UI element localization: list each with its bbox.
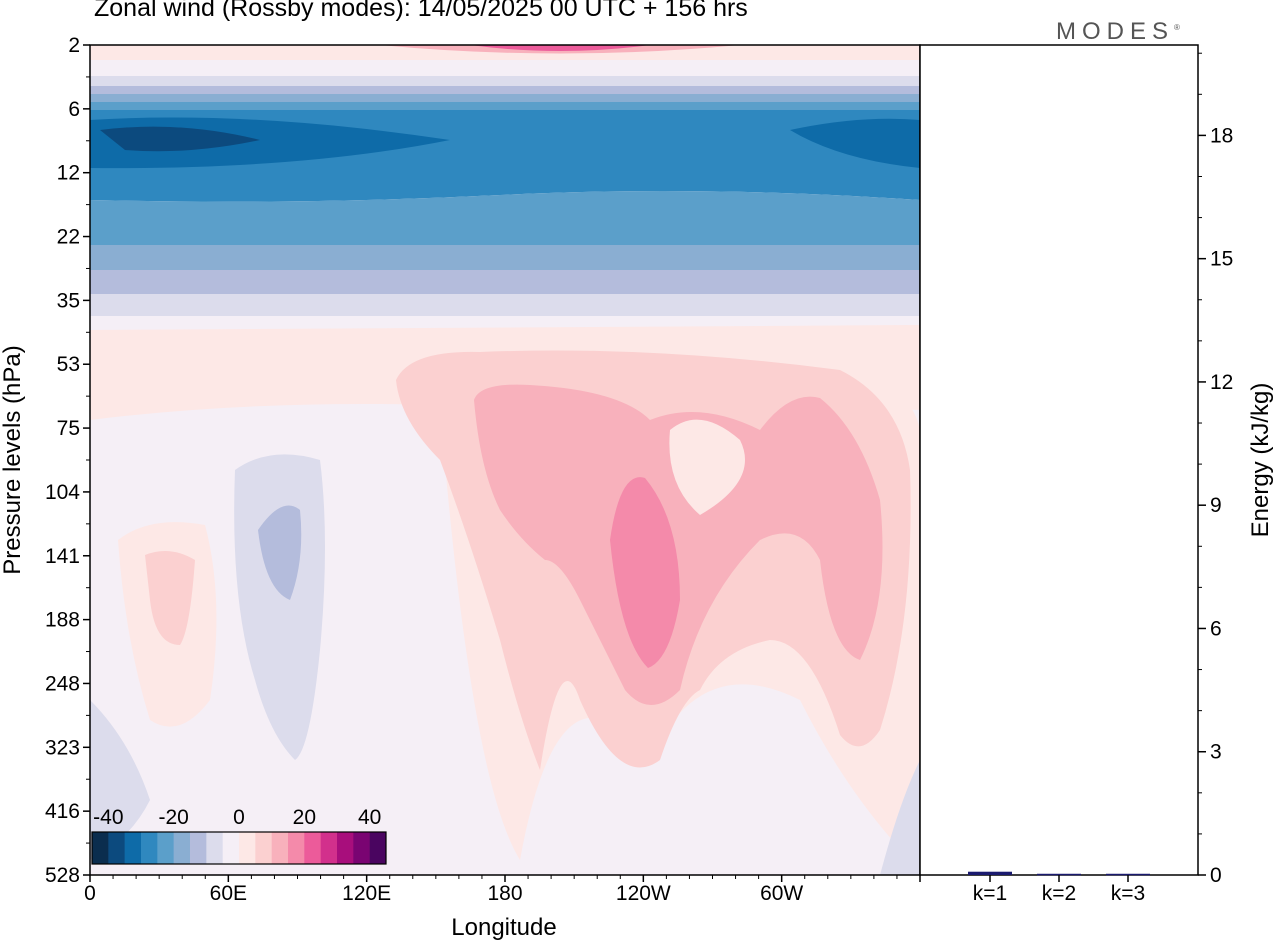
pressure-axis: 2 6 12 22 35 53 75 104 141 188 248 323 416 528 xyxy=(45,34,90,887)
energy-bar xyxy=(968,871,1012,875)
energy-bar xyxy=(1106,873,1150,876)
colorbar-tick-label: -40 xyxy=(93,806,123,829)
y-tick-label: 75 xyxy=(57,417,80,440)
x-tick-label: 60E xyxy=(210,882,247,905)
longitude-axis: 0 60E 120E 180 120W 60W xyxy=(84,875,921,905)
x-tick-label: 120W xyxy=(616,882,671,905)
colorbar-swatch xyxy=(320,832,338,864)
colorbar-swatch xyxy=(92,832,109,864)
colorbar-swatch xyxy=(255,832,272,864)
colorbar-tick-label: 20 xyxy=(293,806,316,829)
y-tick-label: 141 xyxy=(45,545,80,568)
x-tick-label: 60W xyxy=(760,882,803,905)
y-tick-label: 528 xyxy=(45,864,80,887)
weak-easterly-band-1 xyxy=(90,76,920,86)
easterly-band-2 xyxy=(90,102,920,110)
energy-tick-label: 9 xyxy=(1210,494,1222,517)
y-tick-label: 188 xyxy=(45,609,80,632)
colorbar-tick-label: 0 xyxy=(233,806,245,829)
y-tick-label: 323 xyxy=(45,736,80,759)
colorbar-frame xyxy=(91,831,387,865)
y-tick-label: 6 xyxy=(68,98,80,121)
energy-tick-label: 0 xyxy=(1210,864,1222,887)
x-tick-label: 180 xyxy=(487,882,522,905)
weak-easterly-band-3 xyxy=(90,270,920,294)
brand-text: MODES xyxy=(1056,18,1175,45)
brand-logo: MODES® xyxy=(1056,18,1180,46)
colorbar-tick-label: -20 xyxy=(158,806,188,829)
energy-tick-label: 6 xyxy=(1210,617,1222,640)
colorbar-swatch xyxy=(124,832,142,864)
energy-tick-label: 12 xyxy=(1210,371,1233,394)
westerly-pocket-core xyxy=(145,551,195,645)
colorbar-swatch xyxy=(271,832,289,864)
colorbar-swatch xyxy=(173,832,191,864)
colorbar-swatch xyxy=(288,832,305,864)
y-tick-label: 248 xyxy=(45,672,80,695)
colorbar-swatch xyxy=(222,832,240,864)
neutral-band-top xyxy=(90,64,920,76)
energy-panel-frame xyxy=(919,44,1199,876)
energy-axis-label: Energy (kJ/kg) xyxy=(1247,383,1274,538)
chart-title: Zonal wind (Rossby modes): 14/05/2025 00… xyxy=(94,0,748,22)
colorbar-swatch xyxy=(239,832,256,864)
energy-bar xyxy=(1037,873,1081,876)
energy-tick-label: 18 xyxy=(1210,124,1233,147)
colorbar-swatch xyxy=(190,832,207,864)
x-tick-label: 120E xyxy=(342,882,391,905)
easterly-pocket-core xyxy=(258,505,302,600)
colorbar-swatch xyxy=(369,832,387,864)
weak-easterly-pocket xyxy=(234,454,325,760)
weak-easterly-band-2 xyxy=(90,86,920,94)
easterly-jet-core xyxy=(100,126,260,152)
colorbar-swatch xyxy=(353,832,370,864)
energy-tick-label: 3 xyxy=(1210,741,1222,764)
colorbar-swatch xyxy=(108,832,125,864)
westerly-maximum xyxy=(610,477,680,668)
energy-category-label: k=3 xyxy=(1111,882,1145,905)
energy-tick-label: 15 xyxy=(1210,248,1233,271)
colorbar-swatch xyxy=(141,832,158,864)
easterly-lower-band xyxy=(90,191,920,245)
y-tick-label: 2 xyxy=(68,34,80,57)
weak-easterly-lower-right xyxy=(880,760,920,875)
colorbar-swatch xyxy=(157,832,174,864)
colorbar: -40 -20 0 20 40 xyxy=(91,806,387,865)
energy-category-label: k=2 xyxy=(1042,882,1076,905)
easterly-band-1 xyxy=(90,94,920,102)
x-tick-label: 0 xyxy=(84,882,96,905)
energy-bars: k=1 k=2 k=3 xyxy=(968,871,1150,905)
y-tick-label: 12 xyxy=(57,162,80,185)
energy-axis: 0 3 6 9 12 15 18 xyxy=(1198,52,1233,887)
weak-pocket xyxy=(669,419,745,515)
y-tick-label: 22 xyxy=(57,226,80,249)
y-tick-label: 53 xyxy=(57,353,80,376)
y-tick-label: 416 xyxy=(45,800,80,823)
y-tick-label: 104 xyxy=(45,481,80,504)
energy-category-label: k=1 xyxy=(973,882,1007,905)
weak-easterly-band-4 xyxy=(90,294,920,316)
colorbar-swatch xyxy=(304,832,321,864)
easterly-band-3 xyxy=(90,245,920,270)
zonal-wind-heatmap xyxy=(90,45,920,875)
colorbar-swatch xyxy=(206,832,223,864)
x-axis-label: Longitude xyxy=(451,914,556,941)
easterly-jet-east xyxy=(790,118,920,168)
registered-mark: ® xyxy=(1174,23,1180,32)
weak-easterly-lower-left xyxy=(90,700,150,860)
colorbar-swatch xyxy=(337,832,354,864)
y-tick-label: 35 xyxy=(57,289,80,312)
colorbar-tick-label: 40 xyxy=(358,806,381,829)
y-axis-label: Pressure levels (hPa) xyxy=(0,345,26,574)
westerly-core-region xyxy=(474,384,883,705)
upper-westerly-max xyxy=(470,45,650,51)
